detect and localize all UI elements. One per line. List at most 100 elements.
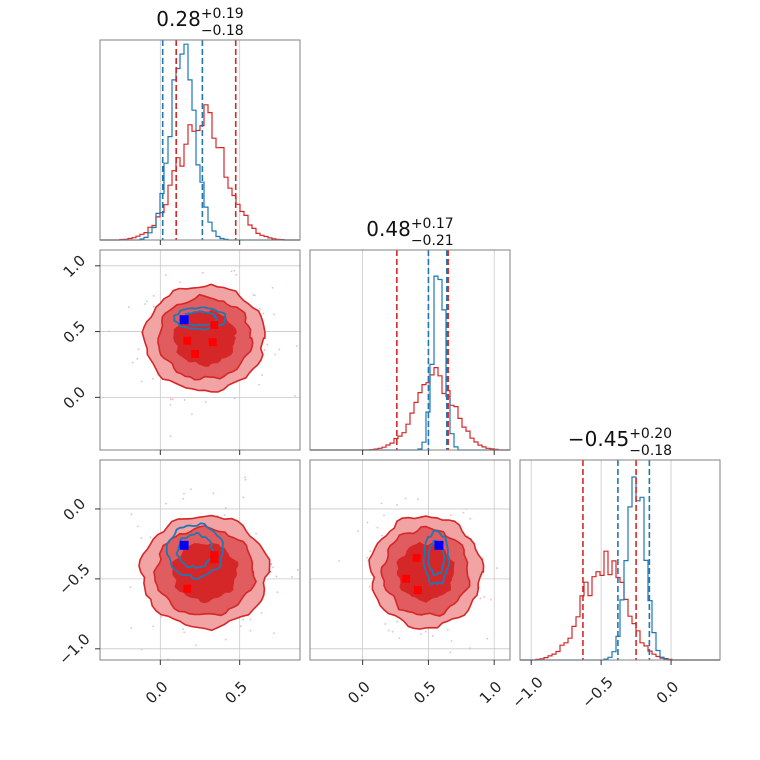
sample-point bbox=[381, 534, 383, 537]
sample-point bbox=[272, 566, 274, 569]
panel-frame bbox=[519, 459, 721, 661]
y-tick-label: −1.0 bbox=[55, 630, 93, 668]
sample-point bbox=[266, 343, 269, 346]
sample-point bbox=[130, 627, 133, 630]
sample-point bbox=[137, 348, 140, 351]
sample-point bbox=[479, 597, 482, 600]
sample-point bbox=[149, 536, 152, 539]
sample-point bbox=[449, 651, 452, 654]
sample-point bbox=[446, 628, 449, 631]
marker-alt bbox=[402, 574, 411, 583]
marker-alt bbox=[210, 321, 219, 329]
sample-point bbox=[179, 281, 181, 284]
sample-point bbox=[140, 648, 143, 651]
sample-point bbox=[295, 345, 298, 348]
sample-point bbox=[258, 383, 261, 386]
sample-point bbox=[152, 305, 155, 308]
x-tick-label: 0.5 bbox=[221, 678, 251, 708]
sample-point bbox=[145, 300, 148, 303]
sample-point bbox=[194, 644, 197, 647]
sample-point bbox=[262, 312, 265, 315]
sample-point bbox=[224, 638, 227, 641]
sample-point bbox=[424, 661, 426, 663]
marker-alt bbox=[413, 586, 422, 595]
sample-point bbox=[169, 404, 172, 406]
sample-point bbox=[230, 270, 233, 273]
sample-point bbox=[383, 514, 385, 517]
sample-point bbox=[294, 394, 297, 397]
y-tick-label: 1.0 bbox=[60, 251, 90, 281]
sample-point bbox=[169, 435, 172, 438]
sample-point bbox=[183, 492, 185, 495]
pair-panel-0-1 bbox=[99, 249, 301, 451]
sample-point bbox=[486, 637, 489, 640]
contour-secondary-inner bbox=[175, 531, 216, 569]
sample-point bbox=[483, 596, 486, 598]
sample-point bbox=[384, 623, 387, 625]
sample-point bbox=[144, 303, 146, 305]
sample-point bbox=[152, 294, 155, 297]
sample-point bbox=[140, 380, 143, 383]
marker-alt bbox=[412, 553, 421, 562]
sample-point bbox=[151, 377, 154, 380]
sample-point bbox=[107, 330, 110, 333]
sample-point bbox=[274, 353, 277, 356]
sample-point bbox=[233, 269, 236, 272]
panel-frame bbox=[309, 459, 511, 661]
sample-point bbox=[249, 629, 252, 632]
sample-point bbox=[357, 530, 360, 533]
sample-point bbox=[182, 628, 185, 631]
y-tick-label: 0.0 bbox=[60, 495, 90, 525]
title-minus: −0.21 bbox=[411, 233, 454, 249]
sample-point bbox=[242, 618, 245, 621]
sample-point bbox=[465, 508, 467, 510]
title-plus: +0.19 bbox=[201, 6, 244, 22]
sample-point bbox=[223, 514, 226, 517]
sample-point bbox=[387, 629, 390, 632]
sample-point bbox=[416, 498, 419, 501]
sample-point bbox=[431, 635, 434, 638]
marker-alt bbox=[208, 338, 217, 347]
sample-point bbox=[224, 507, 227, 509]
sample-point bbox=[263, 349, 266, 351]
diag-panel-1: 0.48+0.17−0.21 bbox=[309, 216, 511, 451]
y-tick-label: −0.5 bbox=[55, 560, 93, 598]
x-tick-label: 1.0 bbox=[476, 678, 506, 708]
sample-point bbox=[152, 625, 155, 628]
y-tick-label: 0.5 bbox=[60, 317, 90, 347]
sample-point bbox=[242, 496, 245, 499]
sample-point bbox=[244, 478, 247, 481]
marker-alt bbox=[183, 336, 192, 345]
sample-point bbox=[184, 663, 186, 665]
histogram-primary bbox=[100, 104, 300, 241]
sample-point bbox=[136, 357, 139, 360]
sample-point bbox=[140, 537, 143, 540]
sample-point bbox=[204, 401, 207, 403]
marker-alt bbox=[210, 555, 219, 564]
sample-point bbox=[244, 476, 246, 479]
x-tick-label: 0.0 bbox=[344, 678, 374, 708]
pair-panel-0-2 bbox=[99, 459, 303, 665]
marker-alt bbox=[183, 584, 192, 593]
title-median: −0.45 bbox=[568, 427, 629, 451]
sample-point bbox=[380, 502, 383, 505]
sample-point bbox=[191, 413, 193, 416]
histogram-secondary bbox=[100, 43, 300, 241]
sample-point bbox=[233, 397, 236, 400]
sample-point bbox=[396, 504, 398, 506]
sample-point bbox=[190, 488, 192, 491]
panel-frame bbox=[309, 249, 511, 451]
sample-point bbox=[183, 399, 186, 401]
sample-point bbox=[419, 633, 422, 635]
sample-point bbox=[462, 511, 465, 514]
sample-point bbox=[449, 514, 452, 516]
sample-point bbox=[169, 398, 172, 401]
x-tick-label: −0.5 bbox=[578, 673, 616, 711]
sample-point bbox=[469, 517, 472, 520]
title-minus: −0.18 bbox=[629, 443, 672, 459]
sample-point bbox=[183, 631, 186, 634]
sample-point bbox=[240, 625, 242, 628]
sample-point bbox=[450, 640, 453, 642]
sample-point bbox=[301, 605, 303, 607]
